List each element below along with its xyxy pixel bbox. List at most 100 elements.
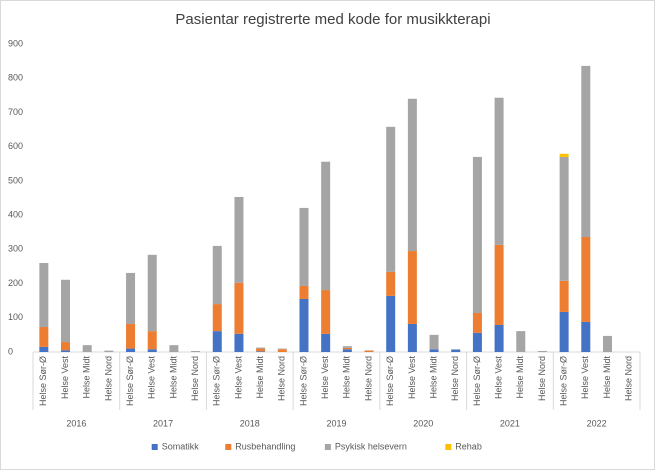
- bar-segment: [472, 332, 482, 352]
- bar-segment: [256, 348, 266, 352]
- bar-segment: [494, 244, 504, 325]
- x-tick-label: Helse Sør-Ø: [38, 356, 48, 406]
- x-tick-label: Helse Vest: [580, 356, 590, 400]
- bar-segment: [407, 251, 417, 324]
- bar-segment: [494, 97, 504, 245]
- bar-segment: [407, 323, 417, 352]
- legend-swatch: [324, 444, 331, 450]
- y-tick-label: 400: [8, 209, 23, 219]
- bar-segment: [104, 350, 114, 352]
- bar-segment: [61, 350, 71, 352]
- x-tick-label: Helse Midt: [342, 356, 352, 399]
- x-group-label: 2016: [66, 418, 86, 428]
- legend-label: Rehab: [455, 441, 482, 451]
- bar-segment: [256, 351, 266, 352]
- bar-segment: [234, 196, 244, 283]
- bar-segment: [212, 331, 222, 352]
- x-tick-label: Helse Sør-Ø: [212, 356, 222, 406]
- bar-segment: [212, 245, 222, 305]
- bar-segment: [364, 350, 374, 352]
- x-tick-label: Helse Nord: [103, 356, 113, 401]
- bar-segment: [472, 156, 482, 313]
- bar-segment: [386, 126, 396, 272]
- bar-segment: [212, 304, 222, 332]
- x-tick-label: Helse Sør-Ø: [125, 356, 135, 406]
- legend-swatch: [151, 444, 158, 450]
- x-tick-label: Helse Vest: [407, 356, 417, 400]
- x-tick-label: Helse Vest: [493, 356, 503, 400]
- y-tick-label: 600: [8, 141, 23, 151]
- x-tick-label: Helse Nord: [190, 356, 200, 401]
- bar-segment: [299, 298, 309, 352]
- bar-segment: [147, 254, 157, 332]
- x-group-label: 2018: [240, 418, 260, 428]
- y-tick-label: 900: [8, 38, 23, 48]
- bar-segment: [342, 349, 352, 352]
- bar-segment: [299, 285, 309, 299]
- bar-segment: [386, 271, 396, 296]
- bar-segment: [126, 323, 136, 349]
- bar-segment: [277, 348, 287, 350]
- x-group-label: 2019: [326, 418, 346, 428]
- x-tick-label: Helse Vest: [320, 356, 330, 400]
- bar-segment: [277, 349, 287, 352]
- bar-segment: [494, 324, 504, 352]
- bar-segment: [559, 153, 569, 157]
- x-tick-label: Helse Nord: [450, 356, 460, 401]
- bar-segment: [147, 331, 157, 350]
- bar-segment: [147, 349, 157, 352]
- bar-segment: [299, 207, 309, 286]
- x-tick-label: Helse Midt: [168, 356, 178, 399]
- bar-segment: [386, 295, 396, 352]
- bar-segment: [126, 272, 136, 324]
- x-tick-label: Helse Sør-Ø: [472, 356, 482, 406]
- bar-segment: [559, 280, 569, 312]
- x-tick-label: Helse Midt: [428, 356, 438, 399]
- bar-segment: [581, 321, 591, 352]
- x-tick-label: Helse Midt: [255, 356, 265, 399]
- bar-segment: [321, 290, 331, 334]
- bar-segment: [169, 345, 179, 352]
- bar-segment: [342, 346, 352, 348]
- bar-segment: [559, 311, 569, 352]
- y-tick-label: 200: [8, 278, 23, 288]
- legend-label: Psykisk helsevern: [335, 441, 407, 451]
- bar-segment: [581, 65, 591, 238]
- legend-label: Rusbehandling: [235, 441, 295, 451]
- bar-segment: [451, 349, 461, 352]
- x-tick-label: Helse Vest: [60, 356, 70, 400]
- x-tick-label: Helse Midt: [82, 356, 92, 399]
- y-tick-label: 500: [8, 175, 23, 185]
- x-group-label: 2022: [587, 418, 607, 428]
- bar-segment: [39, 263, 49, 328]
- x-tick-label: Helse Nord: [537, 356, 547, 401]
- bar-segment: [234, 333, 244, 352]
- bar-segment: [472, 312, 482, 333]
- x-tick-label: Helse Vest: [147, 356, 157, 400]
- x-tick-label: Helse Sør-Ø: [385, 356, 395, 406]
- bar-segment: [39, 327, 49, 347]
- y-tick-label: 300: [8, 244, 23, 254]
- bar-segment: [429, 349, 439, 352]
- bar-segment: [429, 334, 439, 350]
- bar-segment: [39, 346, 49, 352]
- bar-segment: [82, 345, 92, 352]
- y-tick-label: 0: [8, 346, 13, 356]
- bar-segment: [61, 279, 71, 343]
- bar-segment: [559, 156, 569, 281]
- bar-segment: [516, 331, 526, 352]
- x-tick-label: Helse Midt: [602, 356, 612, 399]
- legend-label: Somatikk: [162, 441, 200, 451]
- bar-segment: [537, 350, 547, 352]
- bar-segment: [321, 333, 331, 352]
- bar-segment: [256, 347, 266, 349]
- x-group-label: 2020: [413, 418, 433, 428]
- bar-segment: [126, 348, 136, 352]
- bar-segment: [342, 347, 352, 350]
- y-tick-label: 700: [8, 107, 23, 117]
- x-tick-label: Helse Nord: [277, 356, 287, 401]
- y-tick-label: 800: [8, 73, 23, 83]
- x-tick-label: Helse Vest: [233, 356, 243, 400]
